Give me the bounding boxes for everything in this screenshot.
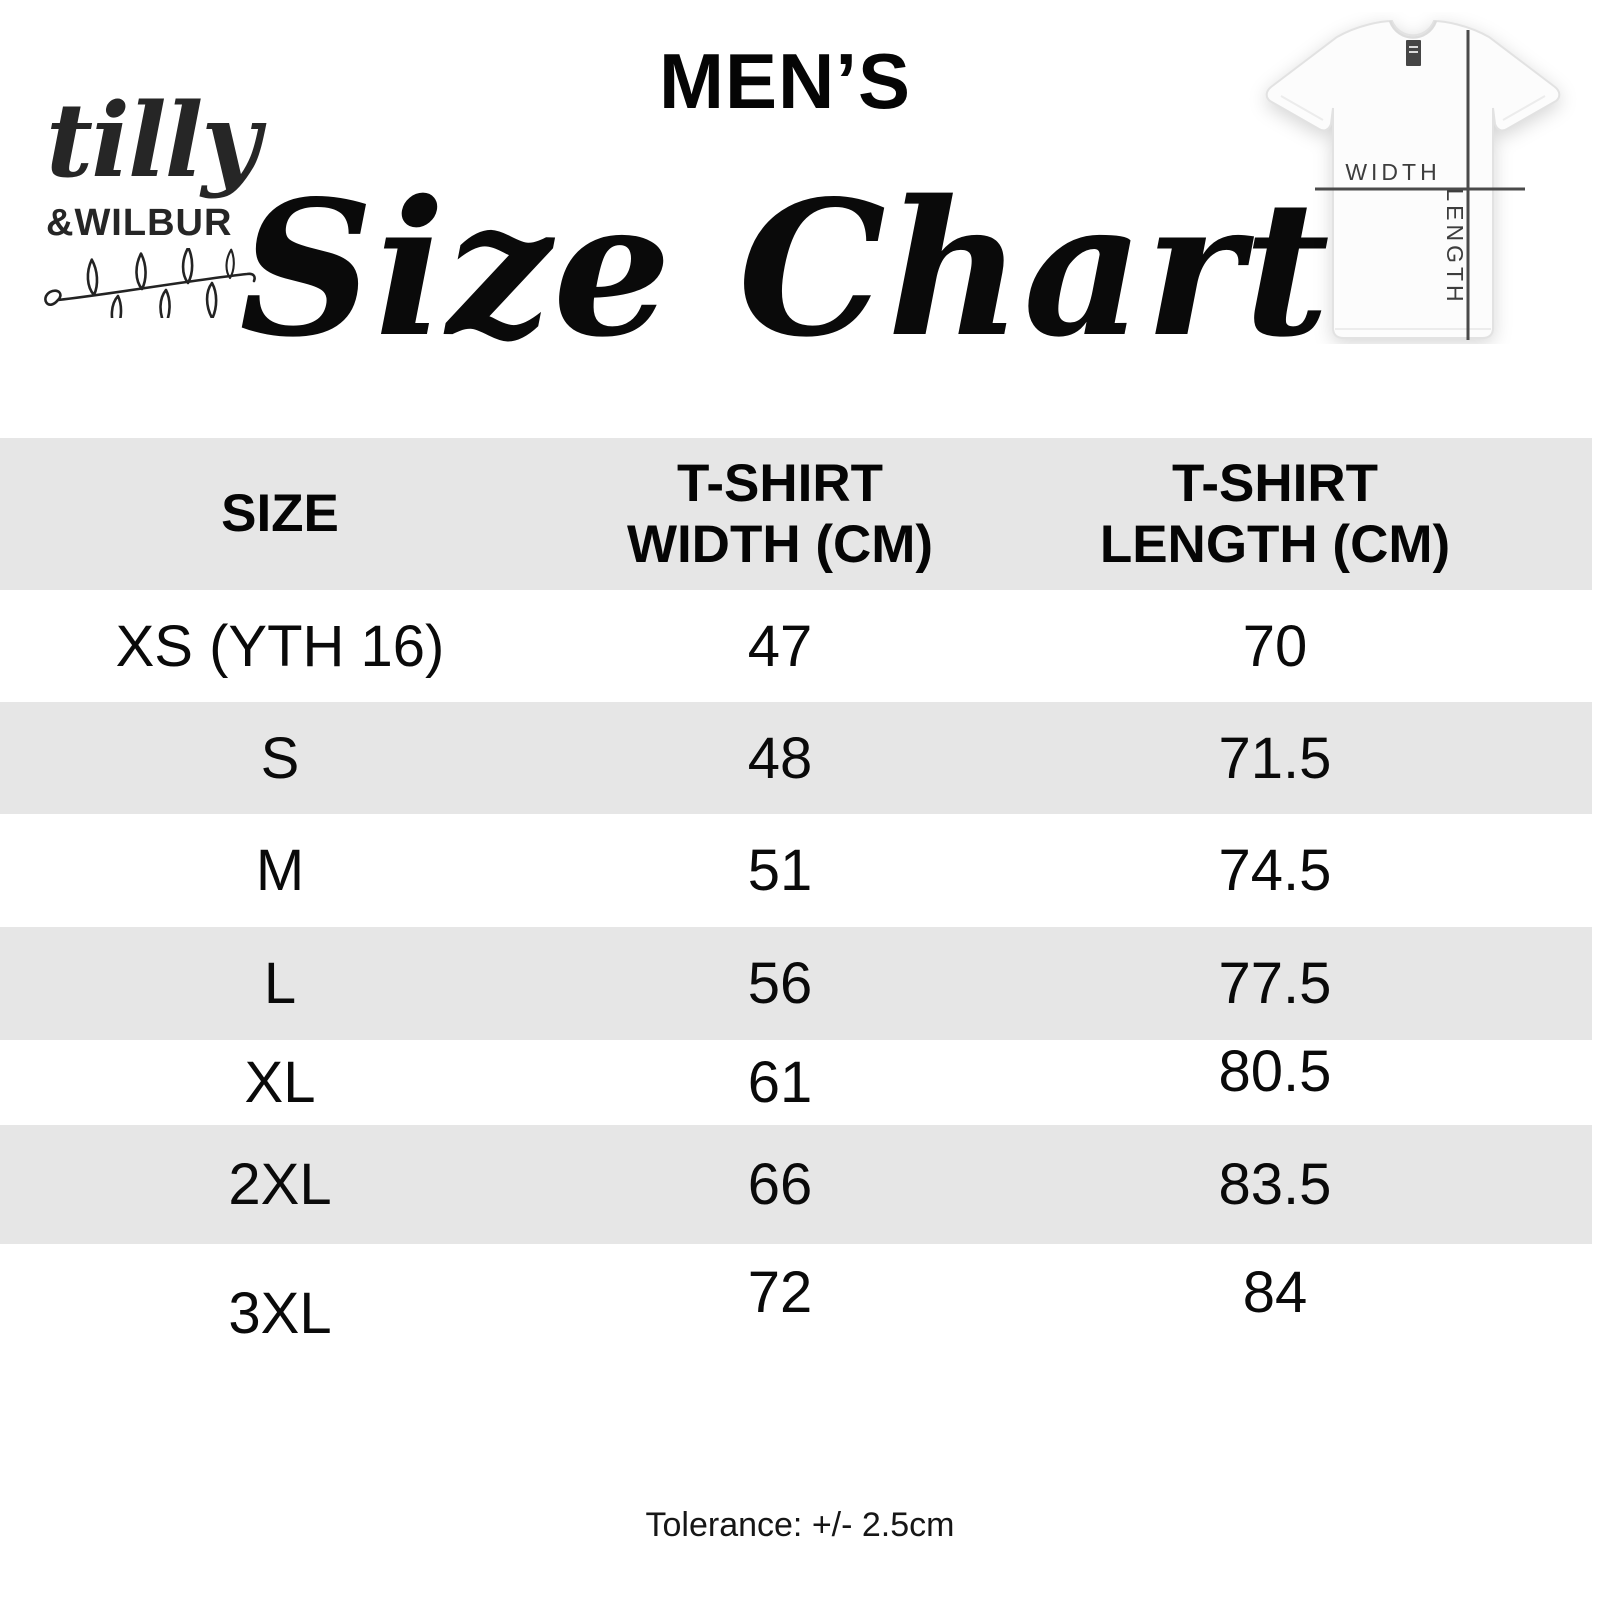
- width-cell: 51: [747, 838, 813, 903]
- width-measure-label: WIDTH: [1345, 159, 1440, 185]
- tshirt-diagram: WIDTH LENGTH: [1240, 12, 1600, 344]
- length-cell: 80.5: [1218, 1039, 1332, 1104]
- width-cell: 66: [747, 1152, 813, 1217]
- width-cell: 47: [747, 613, 813, 679]
- length-cell: 84: [1242, 1260, 1308, 1325]
- column-header-size: SIZE: [221, 484, 339, 544]
- length-measure-label: LENGTH: [1442, 188, 1468, 305]
- table-row: S 48 71.5: [0, 702, 1592, 814]
- table-row: 2XL 66 83.5: [0, 1125, 1592, 1244]
- measurement-lines: WIDTH LENGTH: [1315, 30, 1525, 340]
- width-cell: 72: [747, 1260, 813, 1325]
- size-table: SIZE T-SHIRT WIDTH (CM) T-SHIRT LENGTH (…: [0, 438, 1592, 1357]
- table-row: XL 61 80.5: [0, 1039, 1592, 1125]
- length-cell: 83.5: [1218, 1152, 1332, 1217]
- category-title: MEN’S: [658, 37, 912, 125]
- laurel-branch-icon: [44, 248, 256, 318]
- length-cell: 74.5: [1218, 838, 1332, 903]
- length-cell: 71.5: [1218, 725, 1332, 791]
- table-row: M 51 74.5: [0, 814, 1592, 927]
- size-cell: M: [255, 838, 305, 903]
- size-cell: XL: [244, 1050, 316, 1115]
- column-header-tshirt-length: T-SHIRT LENGTH (CM): [1099, 453, 1451, 574]
- brand-name-script: tilly: [46, 81, 261, 201]
- table-header-row: SIZE T-SHIRT WIDTH (CM) T-SHIRT LENGTH (…: [0, 438, 1592, 590]
- size-cell: 3XL: [228, 1281, 332, 1346]
- tolerance-note: Tolerance: +/- 2.5cm: [645, 1506, 955, 1544]
- size-cell: XS (YTH 16): [115, 613, 445, 679]
- width-cell: 61: [747, 1050, 813, 1115]
- length-cell: 70: [1242, 613, 1308, 679]
- table-row: L 56 77.5: [0, 927, 1592, 1040]
- table-body: XS (YTH 16) 47 70 S 48 71.5 M 51 74.5 L …: [0, 590, 1592, 1357]
- size-cell: 2XL: [228, 1152, 332, 1217]
- width-cell: 48: [747, 725, 813, 791]
- width-cell: 56: [747, 951, 813, 1016]
- column-header-tshirt-width: T-SHIRT WIDTH (CM): [626, 453, 934, 574]
- page-title: Size Chart: [239, 159, 1331, 378]
- size-cell: L: [263, 951, 297, 1016]
- brand-name-caps: &WILBUR: [46, 202, 233, 244]
- table-row: XS (YTH 16) 47 70: [0, 590, 1592, 702]
- page-header: tilly &WILBUR MEN’S Size Chart: [0, 0, 1600, 438]
- length-cell: 77.5: [1218, 951, 1332, 1016]
- tshirt-icon: WIDTH LENGTH: [1265, 19, 1561, 340]
- table-row: 3XL 72 84: [0, 1244, 1592, 1357]
- size-cell: S: [260, 725, 300, 791]
